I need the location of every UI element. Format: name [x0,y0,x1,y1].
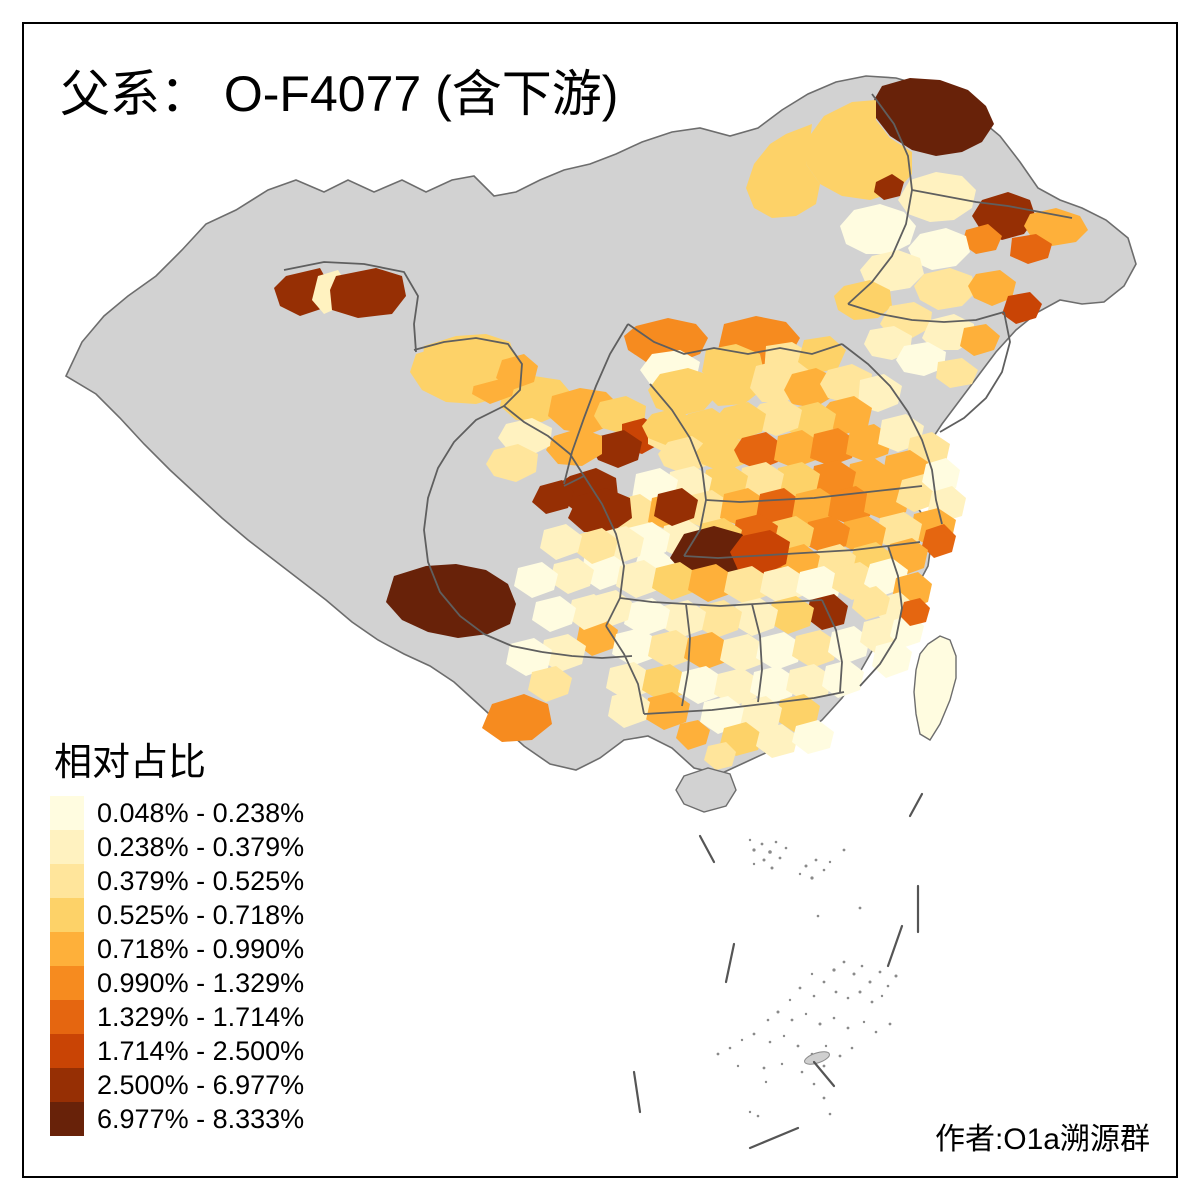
legend-item-label: 0.718% - 0.990% [97,933,305,964]
legend-item-label: 2.500% - 6.977% [97,1069,305,1100]
legend-color-swatch [50,965,84,1000]
legend-item-label: 1.329% - 1.714% [97,1001,305,1032]
legend-color-swatch [50,863,84,898]
page-title: 父系： O-F4077 (含下游) [60,66,619,122]
legend-rows: 0.048% - 0.238% 0.238% - 0.379% 0.379% - 0… [50,795,370,1136]
legend-item: 1.714% - 2.500% [50,1033,370,1068]
legend-item: 1.329% - 1.714% [50,999,370,1034]
hainan-region [675,767,737,813]
legend-item-label: 1.714% - 2.500% [97,1035,305,1066]
figure-frame: .c0{fill:#d2d2d2} .c1{fill:#fffce0} .c2{… [22,22,1178,1178]
legend-item-label: 6.977% - 8.333% [97,1103,305,1134]
legend-item-label: 0.238% - 0.379% [97,831,305,862]
legend-item-label: 0.990% - 1.329% [97,967,305,998]
legend-item-label: 0.379% - 0.525% [97,865,305,896]
legend-item: 0.238% - 0.379% [50,829,370,864]
legend-item: 2.500% - 6.977% [50,1067,370,1102]
author-credit: 作者:O1a溯源群 [934,1123,1150,1156]
legend-color-swatch [50,999,84,1034]
legend-color-swatch [50,897,84,932]
legend-item-label: 0.048% - 0.238% [97,797,305,828]
legend-item-label: 0.525% - 0.718% [97,899,305,930]
legend-color-swatch [50,829,84,864]
province-boundaries [283,93,1073,715]
legend-item: 0.525% - 0.718% [50,897,370,932]
legend-item: 0.379% - 0.525% [50,863,370,898]
legend-item: 6.977% - 8.333% [50,1101,370,1136]
legend-item: 0.718% - 0.990% [50,931,370,966]
south-china-sea-islands [632,792,924,1150]
taiwan-region [913,635,957,741]
legend-item: 0.990% - 1.329% [50,965,370,1000]
choropleth-map: .c0{fill:#d2d2d2} .c1{fill:#fffce0} .c2{… [24,24,1176,1176]
legend-color-swatch [50,1101,84,1136]
legend-color-swatch [50,1033,84,1068]
legend-item: 0.048% - 0.238% [50,795,370,830]
legend: 相对占比 0.048% - 0.238% 0.238% - 0.379% 0.379… [50,742,370,1136]
legend-color-swatch [50,1067,84,1102]
legend-color-swatch [50,795,84,830]
legend-color-swatch [50,931,84,966]
legend-heading: 相对占比 [54,742,207,784]
